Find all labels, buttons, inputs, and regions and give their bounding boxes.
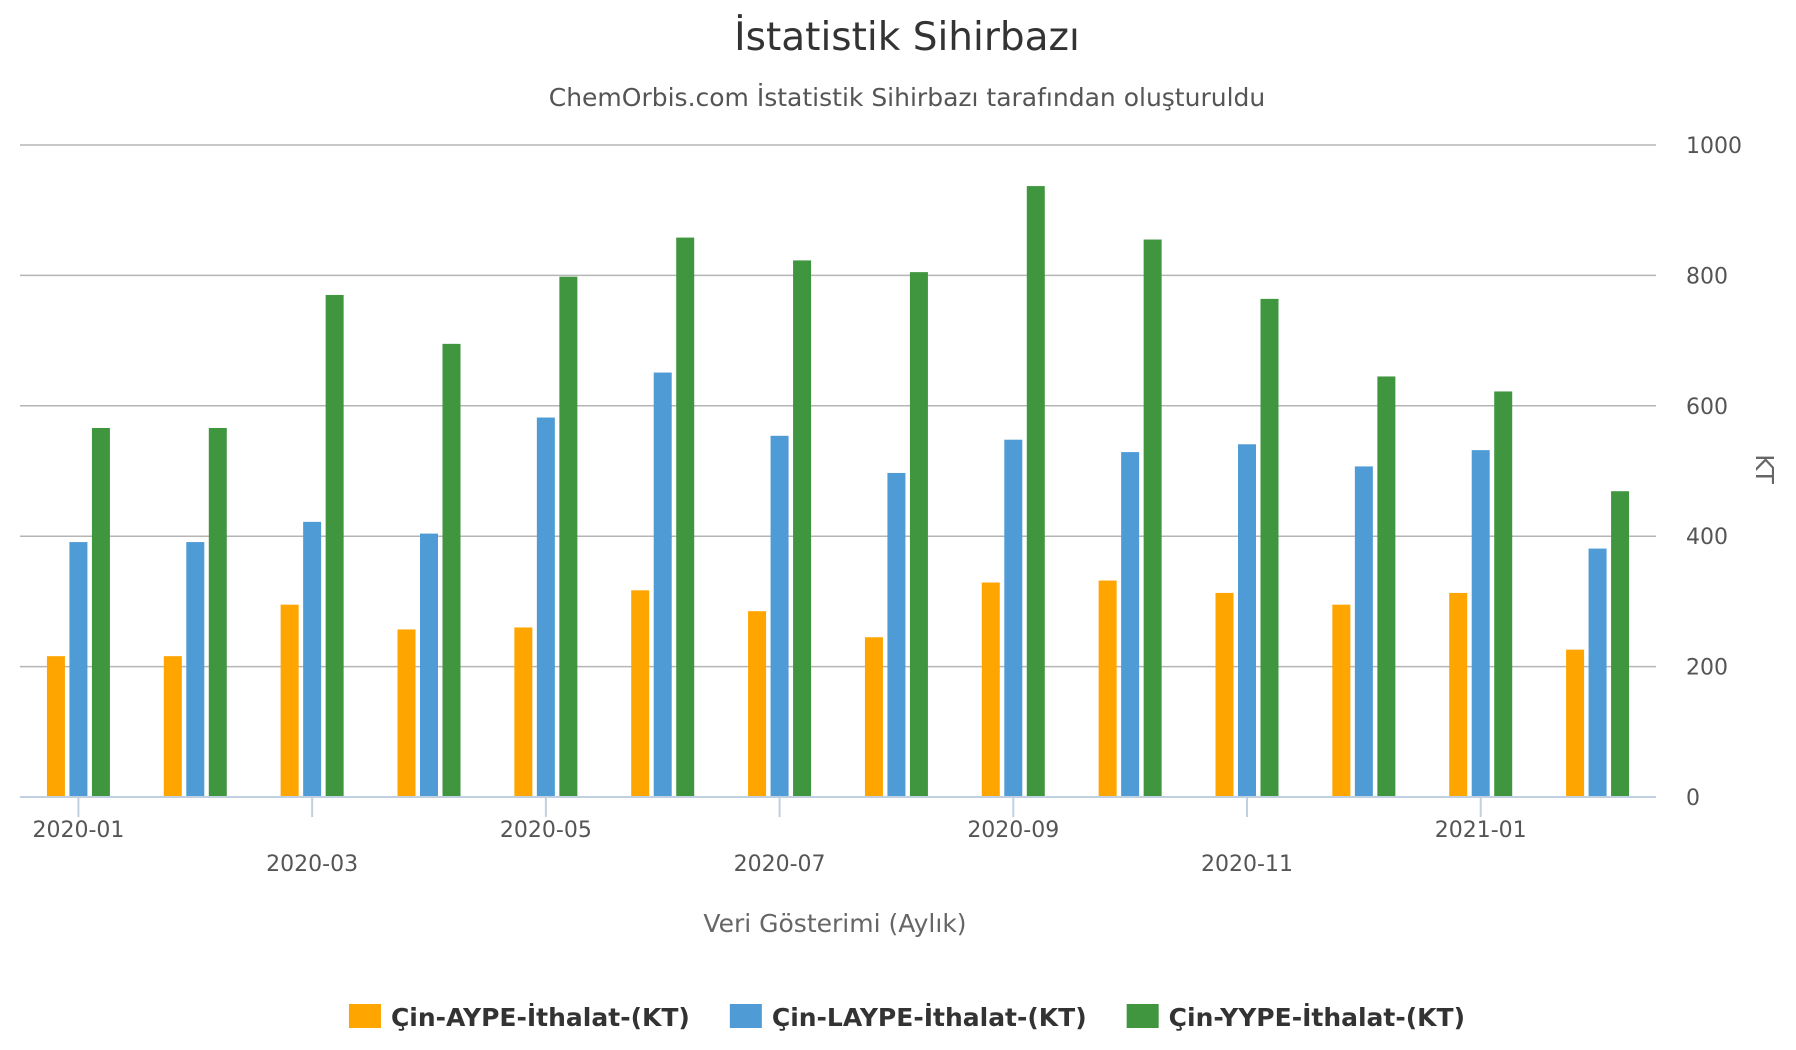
bar[interactable] [69, 542, 88, 797]
bar[interactable] [676, 237, 695, 798]
bar[interactable] [1238, 444, 1256, 797]
bar[interactable] [1026, 186, 1045, 798]
chart-subtitle: ChemOrbis.com İstatistik Sihirbazı taraf… [549, 83, 1266, 112]
bar[interactable] [1449, 592, 1468, 797]
legend-swatch [729, 1004, 762, 1028]
bar[interactable] [559, 276, 578, 798]
bar[interactable] [1332, 604, 1351, 797]
bar[interactable] [1143, 239, 1162, 798]
bar[interactable] [91, 427, 110, 797]
chart-title: İstatistik Sihirbazı [734, 14, 1080, 60]
bar[interactable] [1004, 439, 1023, 797]
bar[interactable] [887, 472, 906, 797]
y-tick-label: 1000 [1686, 134, 1742, 159]
x-tick-label: 2020-03 [266, 852, 358, 877]
bar[interactable] [163, 656, 182, 797]
bar[interactable] [631, 590, 650, 797]
bar[interactable] [186, 542, 205, 797]
bar[interactable] [46, 656, 65, 797]
legend-label: Çin-AYPE-İthalat-(KT) [391, 1002, 690, 1032]
legend-item[interactable]: Çin-LAYPE-İthalat-(KT) [729, 1002, 1087, 1032]
bar[interactable] [748, 611, 767, 797]
bar[interactable] [1611, 491, 1630, 797]
legend-swatch [348, 1004, 381, 1028]
bar[interactable] [1260, 298, 1279, 797]
bar[interactable] [981, 582, 1000, 797]
y-axis: 0 200 400 600 800 1000 [1686, 134, 1742, 811]
bars [46, 186, 1630, 798]
bar[interactable] [1566, 649, 1585, 797]
legend-swatch [1126, 1004, 1159, 1028]
y-tick-label: 400 [1686, 525, 1728, 550]
bar[interactable] [864, 637, 883, 797]
bar[interactable] [793, 260, 812, 797]
x-tick-label: 2020-01 [32, 818, 124, 843]
bar[interactable] [325, 294, 344, 797]
bar[interactable] [514, 627, 533, 797]
bar[interactable] [1098, 580, 1117, 797]
gridlines [20, 144, 1656, 668]
y-tick-label: 0 [1686, 786, 1700, 811]
legend: Çin-AYPE-İthalat-(KT) Çin-LAYPE-İthalat-(… [348, 1002, 1465, 1032]
x-tick-label: 2020-07 [734, 852, 826, 877]
x-tick-label: 2020-09 [967, 818, 1059, 843]
bar[interactable] [1377, 376, 1396, 797]
bar[interactable] [1215, 592, 1234, 797]
bar[interactable] [280, 604, 299, 797]
bar[interactable] [420, 533, 438, 797]
legend-label: Çin-YYPE-İthalat-(KT) [1169, 1002, 1465, 1032]
bar[interactable] [1494, 391, 1513, 797]
bar[interactable] [770, 435, 789, 797]
bar[interactable] [653, 372, 672, 797]
x-tick-label: 2020-05 [500, 818, 592, 843]
y-tick-label: 200 [1686, 656, 1728, 681]
bar[interactable] [536, 417, 555, 797]
legend-item[interactable]: Çin-AYPE-İthalat-(KT) [348, 1002, 690, 1032]
bar[interactable] [442, 343, 461, 797]
y-tick-label: 600 [1686, 395, 1728, 420]
y-axis-title: KT [1750, 454, 1779, 484]
x-tick-label: 2021-01 [1435, 818, 1527, 843]
x-axis: 2020-01 2020-03 2020-05 2020-07 2020-09 2020-… [20, 796, 1656, 877]
bar[interactable] [397, 629, 416, 797]
bar[interactable] [909, 272, 928, 797]
legend-item[interactable]: Çin-YYPE-İthalat-(KT) [1126, 1002, 1465, 1032]
bar[interactable] [1121, 452, 1140, 797]
x-axis-title: Veri Gösterimi (Aylık) [703, 909, 966, 938]
bar[interactable] [1471, 450, 1490, 797]
bar[interactable] [1354, 466, 1373, 797]
legend-label: Çin-LAYPE-İthalat-(KT) [772, 1002, 1087, 1032]
bar[interactable] [208, 427, 227, 797]
y-tick-label: 800 [1686, 264, 1728, 289]
x-tick-label: 2020-11 [1201, 852, 1293, 877]
bar[interactable] [1588, 548, 1607, 797]
bar[interactable] [303, 521, 322, 797]
